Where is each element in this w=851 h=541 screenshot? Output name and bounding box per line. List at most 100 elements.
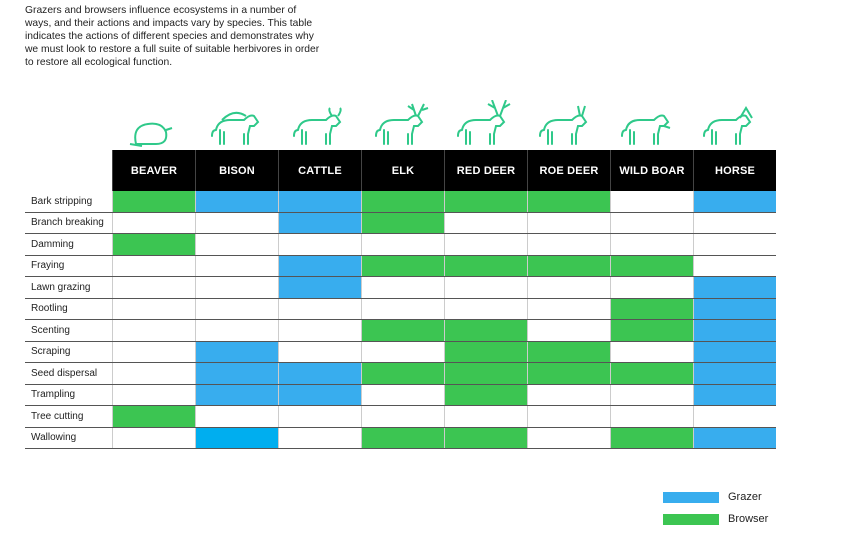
empty-cell [112, 362, 196, 385]
row-label: Trampling [25, 384, 113, 406]
grazer-cell [195, 191, 279, 213]
wild-boar-icon [604, 88, 686, 148]
table-row: Branch breaking [25, 212, 776, 234]
red-deer-icon [440, 88, 522, 148]
table-row: Fraying [25, 255, 776, 277]
empty-cell [610, 233, 694, 256]
empty-cell [693, 233, 776, 256]
row-label: Wallowing [25, 427, 113, 449]
empty-cell [693, 255, 776, 277]
empty-cell [610, 384, 694, 406]
empty-cell [444, 233, 528, 256]
grazer-cell [693, 319, 776, 342]
table-row: Lawn grazing [25, 276, 776, 299]
grazer-cell [693, 362, 776, 385]
empty-cell [278, 298, 362, 320]
browser-cell [610, 298, 694, 320]
browser-cell [444, 362, 528, 385]
grazer-cell [195, 341, 279, 363]
empty-cell [610, 341, 694, 363]
row-label: Scenting [25, 319, 113, 342]
browser-cell [361, 427, 445, 449]
row-label: Fraying [25, 255, 113, 277]
bison-icon [194, 88, 276, 148]
empty-cell [195, 233, 279, 256]
browser-cell [361, 191, 445, 213]
animal-icons-row [112, 88, 768, 148]
browser-cell [361, 362, 445, 385]
grazer-cell [693, 384, 776, 406]
browser-cell [112, 191, 196, 213]
empty-cell [112, 212, 196, 234]
grazer-cell [278, 276, 362, 299]
empty-cell [112, 341, 196, 363]
grazer-cell [278, 384, 362, 406]
empty-cell [610, 212, 694, 234]
grazer-cell [278, 255, 362, 277]
empty-cell [278, 427, 362, 449]
browser-cell [444, 319, 528, 342]
empty-cell [527, 212, 611, 234]
elk-icon [358, 88, 440, 148]
row-label: Scraping [25, 341, 113, 363]
column-header-roe-deer: ROE DEER [527, 150, 611, 191]
legend-swatch-grazer [663, 491, 719, 503]
empty-cell [361, 298, 445, 320]
browser-cell [444, 384, 528, 406]
row-label: Rootling [25, 298, 113, 320]
row-label: Damming [25, 233, 113, 256]
grazer-cell [693, 341, 776, 363]
column-header-beaver: BEAVER [112, 150, 196, 191]
empty-cell [361, 341, 445, 363]
browser-cell [361, 212, 445, 234]
empty-cell [112, 298, 196, 320]
browser-cell [444, 341, 528, 363]
legend-item-grazer: Grazer [663, 486, 768, 508]
empty-cell [444, 212, 528, 234]
empty-cell [195, 319, 279, 342]
grazer-cell [278, 362, 362, 385]
empty-cell [527, 384, 611, 406]
row-label: Seed dispersal [25, 362, 113, 385]
empty-cell [693, 405, 776, 428]
row-label: Branch breaking [25, 212, 113, 234]
browser-cell [610, 255, 694, 277]
grazer-cell [693, 298, 776, 320]
browser-cell [112, 233, 196, 256]
empty-cell [610, 276, 694, 299]
table-row: Scenting [25, 319, 776, 342]
legend-swatch-browser [663, 513, 719, 525]
table-row: Scraping [25, 341, 776, 363]
empty-cell [195, 212, 279, 234]
table-row: Bark stripping [25, 191, 776, 213]
column-header-red-deer: RED DEER [444, 150, 528, 191]
empty-cell [444, 298, 528, 320]
column-header-wild-boar: WILD BOAR [610, 150, 694, 191]
empty-cell [112, 427, 196, 449]
table-row: Rootling [25, 298, 776, 320]
species-actions-table: BEAVER BISON CATTLE ELK RED DEER ROE DEER WILD… [25, 150, 776, 449]
empty-cell [195, 298, 279, 320]
empty-cell [112, 276, 196, 299]
empty-cell [527, 298, 611, 320]
browser-cell [444, 191, 528, 213]
intro-text: Grazers and browsers influence ecosystem… [25, 5, 320, 68]
browser-cell [527, 341, 611, 363]
row-label: Tree cutting [25, 405, 113, 428]
grazer-cell [278, 212, 362, 234]
empty-cell [361, 276, 445, 299]
browser-cell [610, 319, 694, 342]
empty-cell [112, 319, 196, 342]
empty-cell [527, 233, 611, 256]
empty-cell [361, 405, 445, 428]
browser-cell [361, 319, 445, 342]
empty-cell [361, 233, 445, 256]
empty-cell [527, 319, 611, 342]
column-header-elk: ELK [361, 150, 445, 191]
empty-cell [610, 405, 694, 428]
browser-cell [527, 191, 611, 213]
roe-deer-icon [522, 88, 604, 148]
table-row: Trampling [25, 384, 776, 406]
legend-item-browser: Browser [663, 508, 768, 530]
grazer-cell [693, 427, 776, 449]
